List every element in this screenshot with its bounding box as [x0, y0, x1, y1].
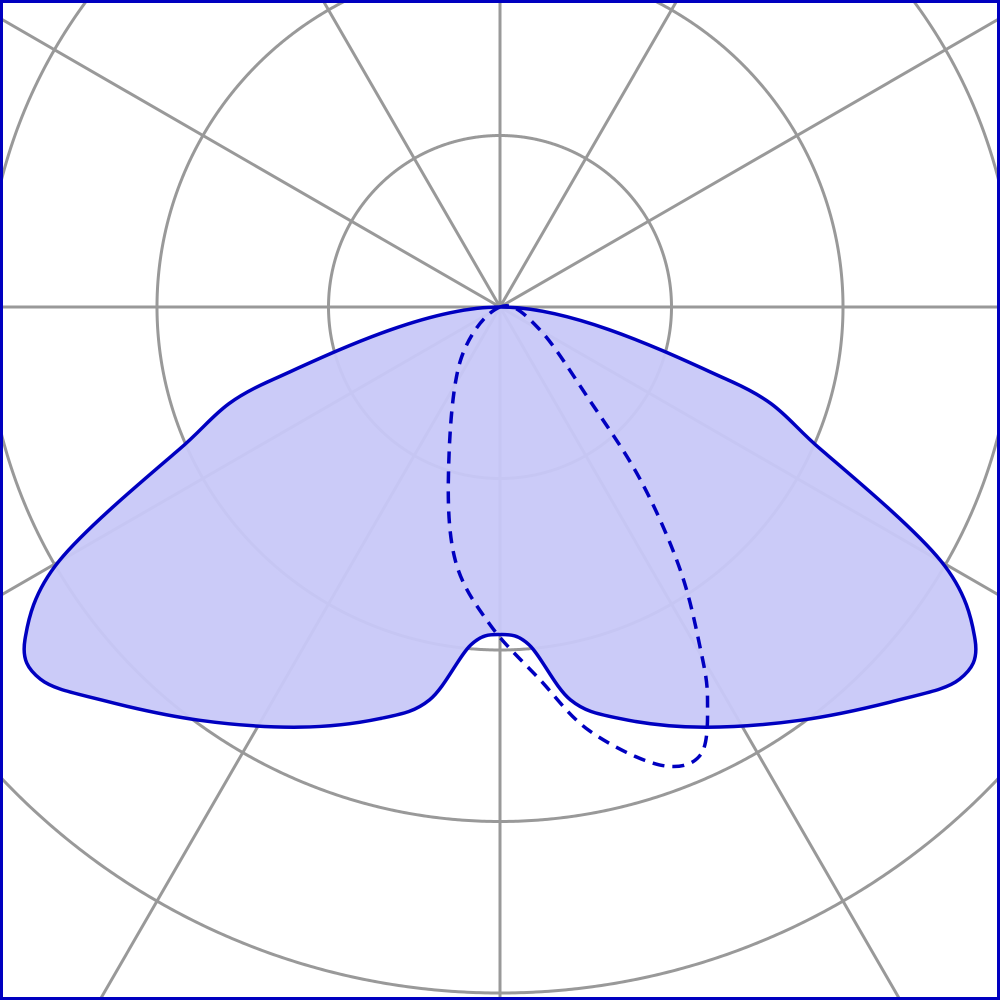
intensity-curve-dashed	[446, 304, 710, 769]
series-layer	[22, 304, 978, 769]
intensity-curve-solid	[22, 305, 978, 729]
